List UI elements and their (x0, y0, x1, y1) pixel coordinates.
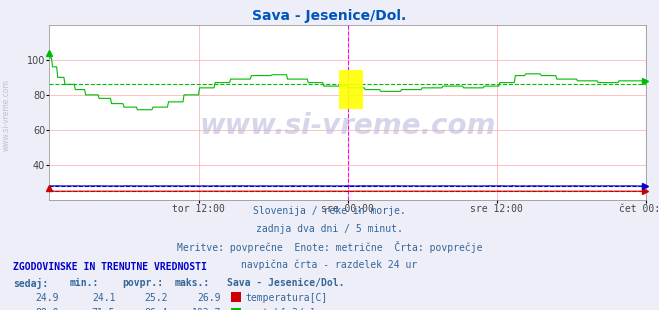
Text: Sava - Jesenice/Dol.: Sava - Jesenice/Dol. (227, 278, 345, 288)
Text: Slovenija / reke in morje.: Slovenija / reke in morje. (253, 206, 406, 216)
Text: povpr.:: povpr.: (122, 278, 163, 288)
Text: Sava - Jesenice/Dol.: Sava - Jesenice/Dol. (252, 9, 407, 23)
Text: zadnja dva dni / 5 minut.: zadnja dva dni / 5 minut. (256, 224, 403, 234)
Text: 103.7: 103.7 (191, 308, 221, 310)
Text: temperatura[C]: temperatura[C] (245, 293, 328, 303)
Text: 86.4: 86.4 (144, 308, 168, 310)
Text: maks.:: maks.: (175, 278, 210, 288)
Text: www.si-vreme.com: www.si-vreme.com (2, 79, 11, 151)
Text: ZGODOVINSKE IN TRENUTNE VREDNOSTI: ZGODOVINSKE IN TRENUTNE VREDNOSTI (13, 262, 207, 272)
Text: 24.9: 24.9 (36, 293, 59, 303)
Text: 88.0: 88.0 (36, 308, 59, 310)
Text: 25.2: 25.2 (144, 293, 168, 303)
FancyBboxPatch shape (339, 70, 362, 109)
Text: 71.5: 71.5 (92, 308, 115, 310)
Text: www.si-vreme.com: www.si-vreme.com (200, 113, 496, 140)
Text: sedaj:: sedaj: (13, 278, 48, 289)
Text: Meritve: povprečne  Enote: metrične  Črta: povprečje: Meritve: povprečne Enote: metrične Črta:… (177, 241, 482, 254)
Text: 26.9: 26.9 (197, 293, 221, 303)
Text: 24.1: 24.1 (92, 293, 115, 303)
Text: navpična črta - razdelek 24 ur: navpična črta - razdelek 24 ur (241, 259, 418, 270)
Text: pretok[m3/s]: pretok[m3/s] (245, 308, 316, 310)
Text: min.:: min.: (69, 278, 99, 288)
